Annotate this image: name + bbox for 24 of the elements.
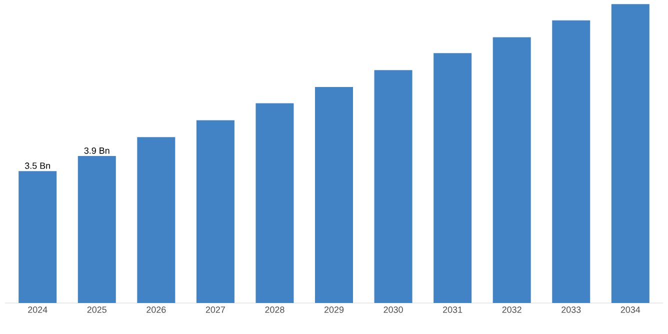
bar <box>611 4 650 303</box>
x-tick-label: 2032 <box>502 306 522 313</box>
data-label: 3.5 Bn <box>24 162 50 169</box>
bar <box>78 156 116 303</box>
x-tick-label: 2024 <box>28 306 48 313</box>
bar <box>492 37 531 303</box>
bar <box>196 120 234 303</box>
data-label: 3.9 Bn <box>84 147 110 154</box>
x-tick-label: 2030 <box>384 306 403 313</box>
bar <box>18 171 57 303</box>
bar <box>256 103 294 303</box>
x-tick-label: 2034 <box>620 306 640 313</box>
x-tick-label: 2028 <box>265 306 284 313</box>
x-tick-label: 2033 <box>562 306 581 313</box>
x-tick-label: 2029 <box>324 306 344 313</box>
bar <box>315 87 354 303</box>
x-tick-label: 2027 <box>206 306 225 313</box>
bar <box>434 53 472 303</box>
x-tick-label: 2031 <box>443 306 462 313</box>
x-tick-label: 2025 <box>87 306 106 313</box>
x-tick-label: 2026 <box>146 306 166 313</box>
bar <box>374 70 412 303</box>
bar <box>137 137 176 303</box>
bar <box>552 20 590 303</box>
